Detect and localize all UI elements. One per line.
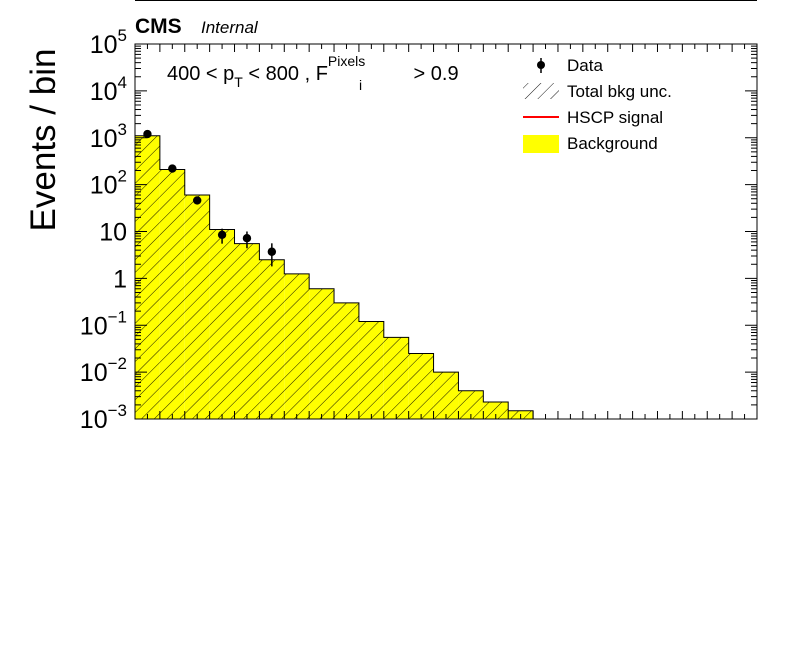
- legend: Data Total bkg unc. HSCP signal Backgrou…: [523, 56, 672, 153]
- x-axis-ticks: [146, 44, 746, 419]
- data-point: [143, 129, 152, 139]
- bkg-uncertainty-bar: [209, 229, 235, 419]
- bkg-uncertainty-band: [135, 135, 534, 419]
- y-tick-label: 10: [99, 219, 127, 247]
- annotation-pt-sub: T: [234, 74, 243, 90]
- legend-hatch-swatch: [523, 83, 559, 99]
- legend-label-background: Background: [567, 134, 658, 153]
- legend-label-signal: HSCP signal: [567, 108, 663, 127]
- experiment-label: CMS: [135, 15, 182, 38]
- y-tick-label: 104: [90, 73, 127, 106]
- legend-label-data: Data: [567, 56, 603, 75]
- data-point: [168, 164, 177, 173]
- bkg-uncertainty-bar: [383, 337, 409, 419]
- data-point: [242, 233, 252, 243]
- bkg-uncertainty-bar: [184, 195, 210, 419]
- bkg-uncertainty-bar: [408, 353, 434, 419]
- bkg-uncertainty-bar: [433, 372, 459, 419]
- bkg-uncertainty-bar: [358, 321, 384, 419]
- bkg-uncertainty-bar: [234, 243, 260, 419]
- legend-data-marker: [537, 61, 545, 69]
- annotation-f-sub: i: [359, 77, 362, 93]
- bkg-uncertainty-bar: [259, 259, 285, 419]
- y-tick-label: 1: [113, 265, 127, 293]
- annotation-prefix: 400 < p: [167, 63, 234, 85]
- y-tick-label: 10−2: [80, 354, 127, 387]
- status-label: Internal: [201, 18, 259, 37]
- bkg-uncertainty-bar: [483, 402, 509, 419]
- y-tick-label: 102: [90, 167, 127, 200]
- y-tick-label: 10−1: [80, 307, 127, 340]
- background-step-line: [134, 135, 534, 419]
- y-tick-label: 10−3: [80, 401, 127, 434]
- y-tick-label: 105: [90, 26, 127, 59]
- legend-background-swatch: [523, 135, 559, 153]
- y-tick-label: 103: [90, 120, 127, 153]
- annotation-suffix: > 0.9: [408, 63, 459, 85]
- data-points: [143, 129, 277, 267]
- data-point: [193, 196, 202, 205]
- background-outline: [134, 135, 534, 419]
- annotation-middle: < 800 , F: [243, 63, 328, 85]
- plot-frame: [134, 43, 758, 420]
- bkg-uncertainty-bar: [334, 302, 359, 419]
- bkg-uncertainty-bar: [159, 169, 185, 419]
- annotation-f-sup: Pixels: [328, 53, 365, 69]
- data-point: [267, 247, 277, 256]
- bkg-uncertainty-bar: [284, 273, 310, 419]
- legend-label-bkg-unc: Total bkg unc.: [567, 82, 672, 101]
- data-point: [217, 230, 227, 240]
- y-axis-title: Events / bin: [24, 49, 63, 232]
- selection-annotation: 400 < pT < 800 , FPixels i > 0.9: [167, 53, 459, 93]
- bkg-uncertainty-bar: [309, 288, 335, 419]
- y-axis-ticks: [135, 43, 757, 420]
